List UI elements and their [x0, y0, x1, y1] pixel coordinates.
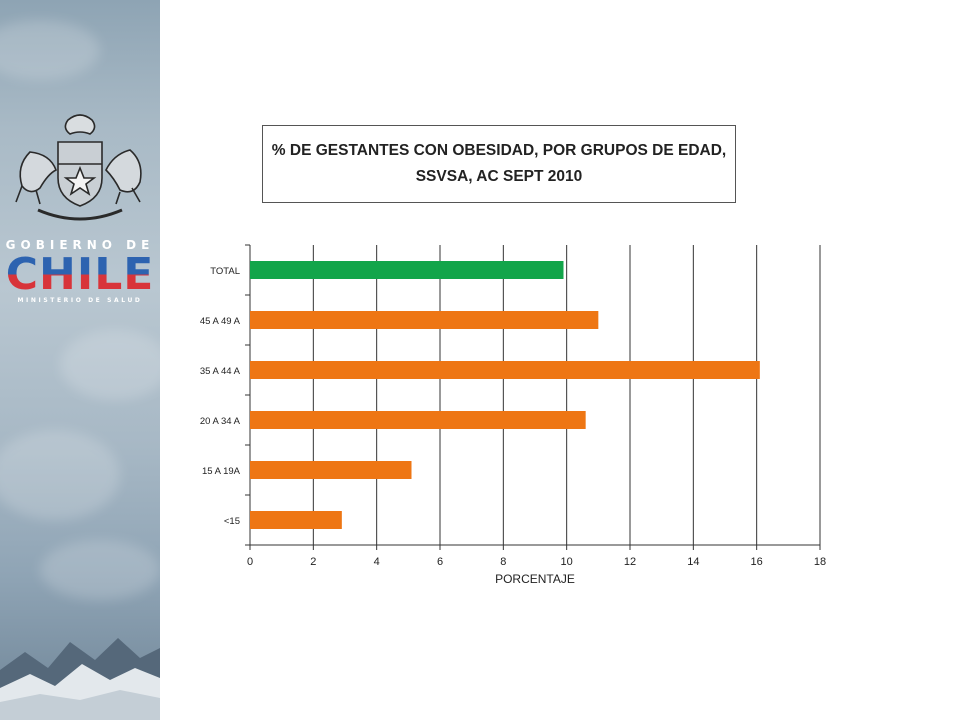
chart-title-line-1: % DE GESTANTES CON OBESIDAD, POR GRUPOS …	[271, 142, 727, 159]
category-label: 15 A 19A	[202, 466, 241, 477]
category-label: 20 A 34 A	[200, 416, 241, 427]
chart-title-line-2: SSVSA, AC SEPT 2010	[415, 168, 583, 185]
chart-title-box: % DE GESTANTES CON OBESIDAD, POR GRUPOS …	[262, 125, 736, 203]
x-tick-label: 2	[310, 556, 316, 568]
government-label: GOBIERNO DE	[5, 238, 155, 252]
x-tick-label: 18	[814, 556, 826, 568]
x-tick-label: 14	[687, 556, 699, 568]
x-tick-label: 12	[624, 556, 636, 568]
sidebar-background: GOBIERNO DE CHILE MINISTERIO DE SALUD	[0, 0, 160, 720]
bar	[250, 361, 760, 379]
category-label: <15	[224, 516, 240, 527]
country-logo-text: CHILE	[0, 249, 160, 300]
ministry-label: MINISTERIO DE SALUD	[17, 297, 143, 304]
x-tick-label: 8	[500, 556, 506, 568]
category-label: TOTAL	[210, 266, 240, 277]
x-tick-label: 10	[561, 556, 573, 568]
x-tick-label: 4	[374, 556, 380, 568]
x-tick-label: 16	[751, 556, 763, 568]
bar	[250, 261, 564, 279]
bar	[250, 311, 599, 329]
bar	[250, 511, 342, 529]
bar	[250, 411, 586, 429]
x-axis-title: PORCENTAJE	[495, 572, 575, 586]
coat-of-arms-logo	[15, 114, 142, 221]
x-tick-label: 6	[437, 556, 443, 568]
x-tick-label: 0	[247, 556, 253, 568]
category-label: 45 A 49 A	[200, 316, 241, 327]
category-label: 35 A 44 A	[200, 366, 241, 377]
bar	[250, 461, 412, 479]
mountains-image	[0, 638, 160, 720]
